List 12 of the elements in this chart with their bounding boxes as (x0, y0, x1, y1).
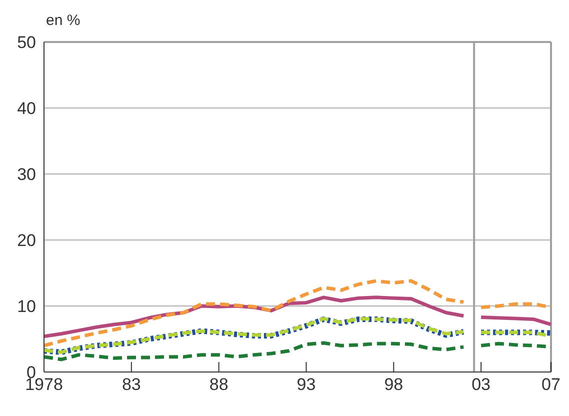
x-tick-label: 93 (296, 375, 316, 394)
x-tick-label: 88 (209, 375, 228, 394)
x-tick-label: 98 (384, 375, 404, 394)
y-tick-label: 40 (17, 99, 36, 118)
x-tick-label: 03 (472, 375, 491, 394)
x-tick-label: 83 (122, 375, 141, 394)
x-tick-label: 07 (542, 375, 560, 394)
y-tick-label: 10 (17, 297, 36, 316)
y-tick-label: 20 (17, 231, 36, 250)
y-tick-label: 30 (17, 165, 36, 184)
y-tick-label: 50 (17, 33, 36, 52)
y-axis-title: en % (46, 12, 80, 29)
